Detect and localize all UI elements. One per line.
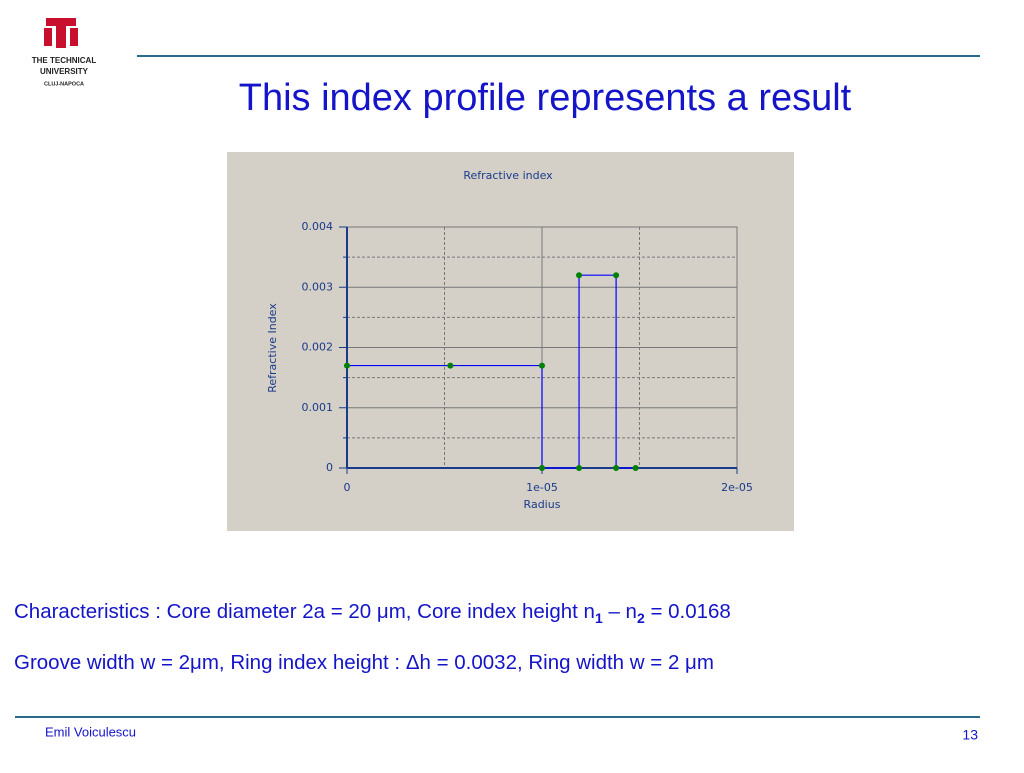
- body-line: Characteristics : Core diameter 2a = 20 …: [14, 600, 731, 625]
- data-point: [344, 362, 350, 369]
- logo: THE TECHNICAL UNIVERSITY CLUJ-NAPOCA: [32, 18, 97, 87]
- text-run: Characteristics : Core diameter 2a = 20 …: [14, 600, 595, 623]
- x-tick-label: 1e-05: [526, 481, 558, 494]
- slide-title: This index profile represents a result: [239, 77, 852, 119]
- data-point: [539, 362, 545, 369]
- text-run: = 0.0168: [645, 600, 731, 623]
- data-point: [613, 465, 620, 471]
- text-run: Groove width w = 2μm, Ring index height …: [14, 651, 714, 674]
- logo-mark: [44, 28, 52, 46]
- footer-author: Emil Voiculescu: [45, 724, 136, 739]
- x-tick-label: 2e-05: [721, 481, 753, 494]
- y-tick-label: 0.001: [302, 401, 334, 414]
- y-axis-label: Refractive Index: [266, 303, 279, 393]
- data-point: [539, 465, 545, 471]
- data-point: [576, 465, 583, 471]
- text-run: – n: [603, 600, 637, 623]
- x-axis-label: Radius: [524, 498, 561, 511]
- page-number: 13: [962, 727, 978, 743]
- chart: Refractive index Radius Refractive Index…: [227, 152, 794, 531]
- logo-text: CLUJ-NAPOCA: [44, 81, 84, 87]
- data-point: [447, 362, 454, 369]
- data-point: [632, 465, 639, 471]
- logo-mark: [70, 28, 78, 46]
- chart-title: Refractive index: [463, 169, 553, 182]
- subscript: 1: [595, 610, 603, 626]
- y-tick-label: 0.004: [302, 220, 334, 233]
- logo-text: THE TECHNICAL: [32, 56, 97, 65]
- y-tick-label: 0: [326, 461, 333, 474]
- y-tick-label: 0.003: [302, 280, 334, 293]
- body-line: Groove width w = 2μm, Ring index height …: [14, 651, 714, 674]
- data-point: [613, 272, 620, 279]
- data-point: [576, 272, 583, 279]
- logo-mark: [46, 18, 76, 48]
- y-tick-label: 0.002: [302, 341, 334, 354]
- logo-text: UNIVERSITY: [40, 67, 89, 76]
- subscript: 2: [637, 610, 645, 626]
- x-tick-label: 0: [344, 481, 351, 494]
